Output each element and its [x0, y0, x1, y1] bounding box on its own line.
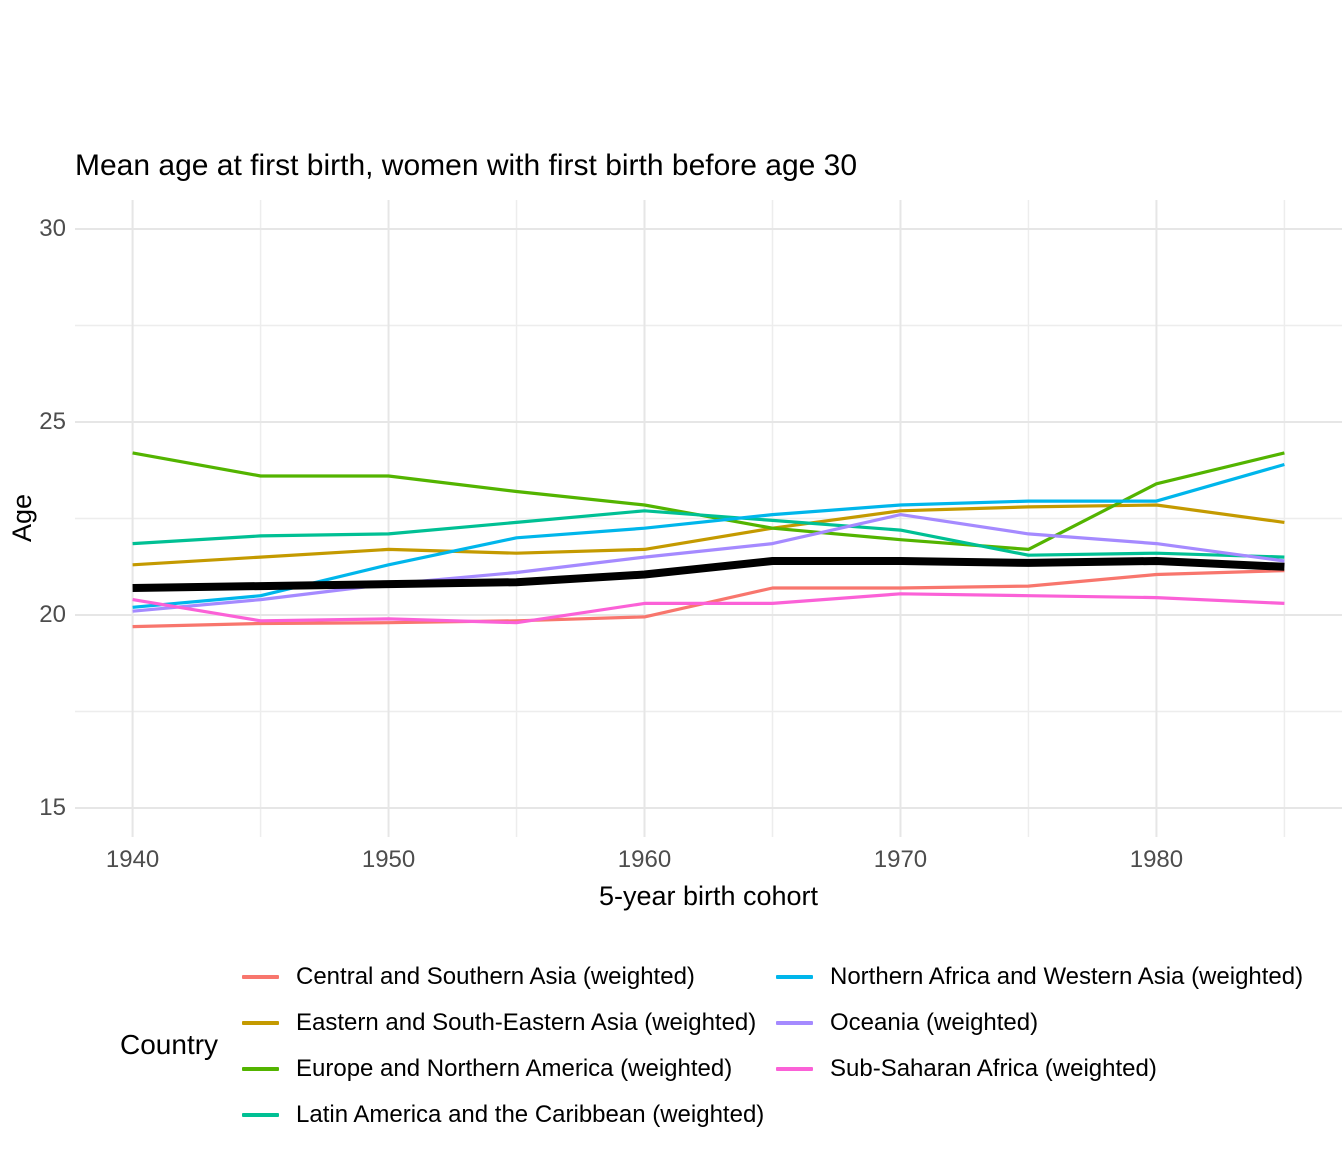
- legend-label-oceania: Oceania (weighted): [830, 1009, 1039, 1036]
- legend-key-latin-america-caribbean: [242, 1113, 279, 1117]
- legend-label-central-southern-asia: Central and Southern Asia (weighted): [296, 963, 695, 990]
- x-tick-label: 1970: [873, 846, 928, 873]
- x-tick-label: 1980: [1129, 846, 1184, 873]
- legend-key-europe-northern-america: [242, 1067, 279, 1071]
- y-tick-label: 20: [39, 601, 66, 628]
- series-line-sub-saharan-africa: [132, 592, 1285, 625]
- legend-key-oceania: [776, 1021, 813, 1025]
- y-tick-label: 30: [39, 214, 66, 242]
- legend-title: Country: [120, 1029, 219, 1060]
- legend-label-eastern-south-eastern-asia: Eastern and South-Eastern Asia (weighted…: [296, 1009, 757, 1036]
- series-line-overall-mean: [132, 557, 1285, 592]
- series-line-eastern-south-eastern-asia: [132, 503, 1285, 567]
- series-line-oceania: [132, 512, 1285, 613]
- legend-label-sub-saharan-africa: Sub-Saharan Africa (weighted): [830, 1055, 1157, 1082]
- legend-label-latin-america-caribbean: Latin America and the Caribbean (weighte…: [296, 1101, 765, 1128]
- x-tick-label: 1950: [361, 846, 416, 873]
- series-line-northern-africa-western-asia: [132, 462, 1285, 609]
- y-tick-label: 15: [39, 794, 66, 822]
- series-line-central-southern-asia: [132, 569, 1285, 629]
- x-tick-label: 1940: [105, 846, 160, 873]
- legend-label-europe-northern-america: Europe and Northern America (weighted): [296, 1055, 733, 1082]
- y-tick-label: 25: [39, 407, 66, 435]
- x-axis-title: 5-year birth cohort: [598, 881, 819, 911]
- legend-key-eastern-south-eastern-asia: [242, 1021, 279, 1025]
- series-line-latin-america-caribbean: [132, 509, 1285, 559]
- legend-key-central-southern-asia: [242, 975, 279, 979]
- legend-key-northern-africa-western-asia: [776, 975, 813, 979]
- x-tick-label: 1960: [617, 846, 672, 873]
- legend-key-sub-saharan-africa: [776, 1067, 813, 1071]
- chart-title: Mean age at first birth, women with firs…: [75, 149, 858, 182]
- legend-label-northern-africa-western-asia: Northern Africa and Western Asia (weight…: [830, 963, 1304, 990]
